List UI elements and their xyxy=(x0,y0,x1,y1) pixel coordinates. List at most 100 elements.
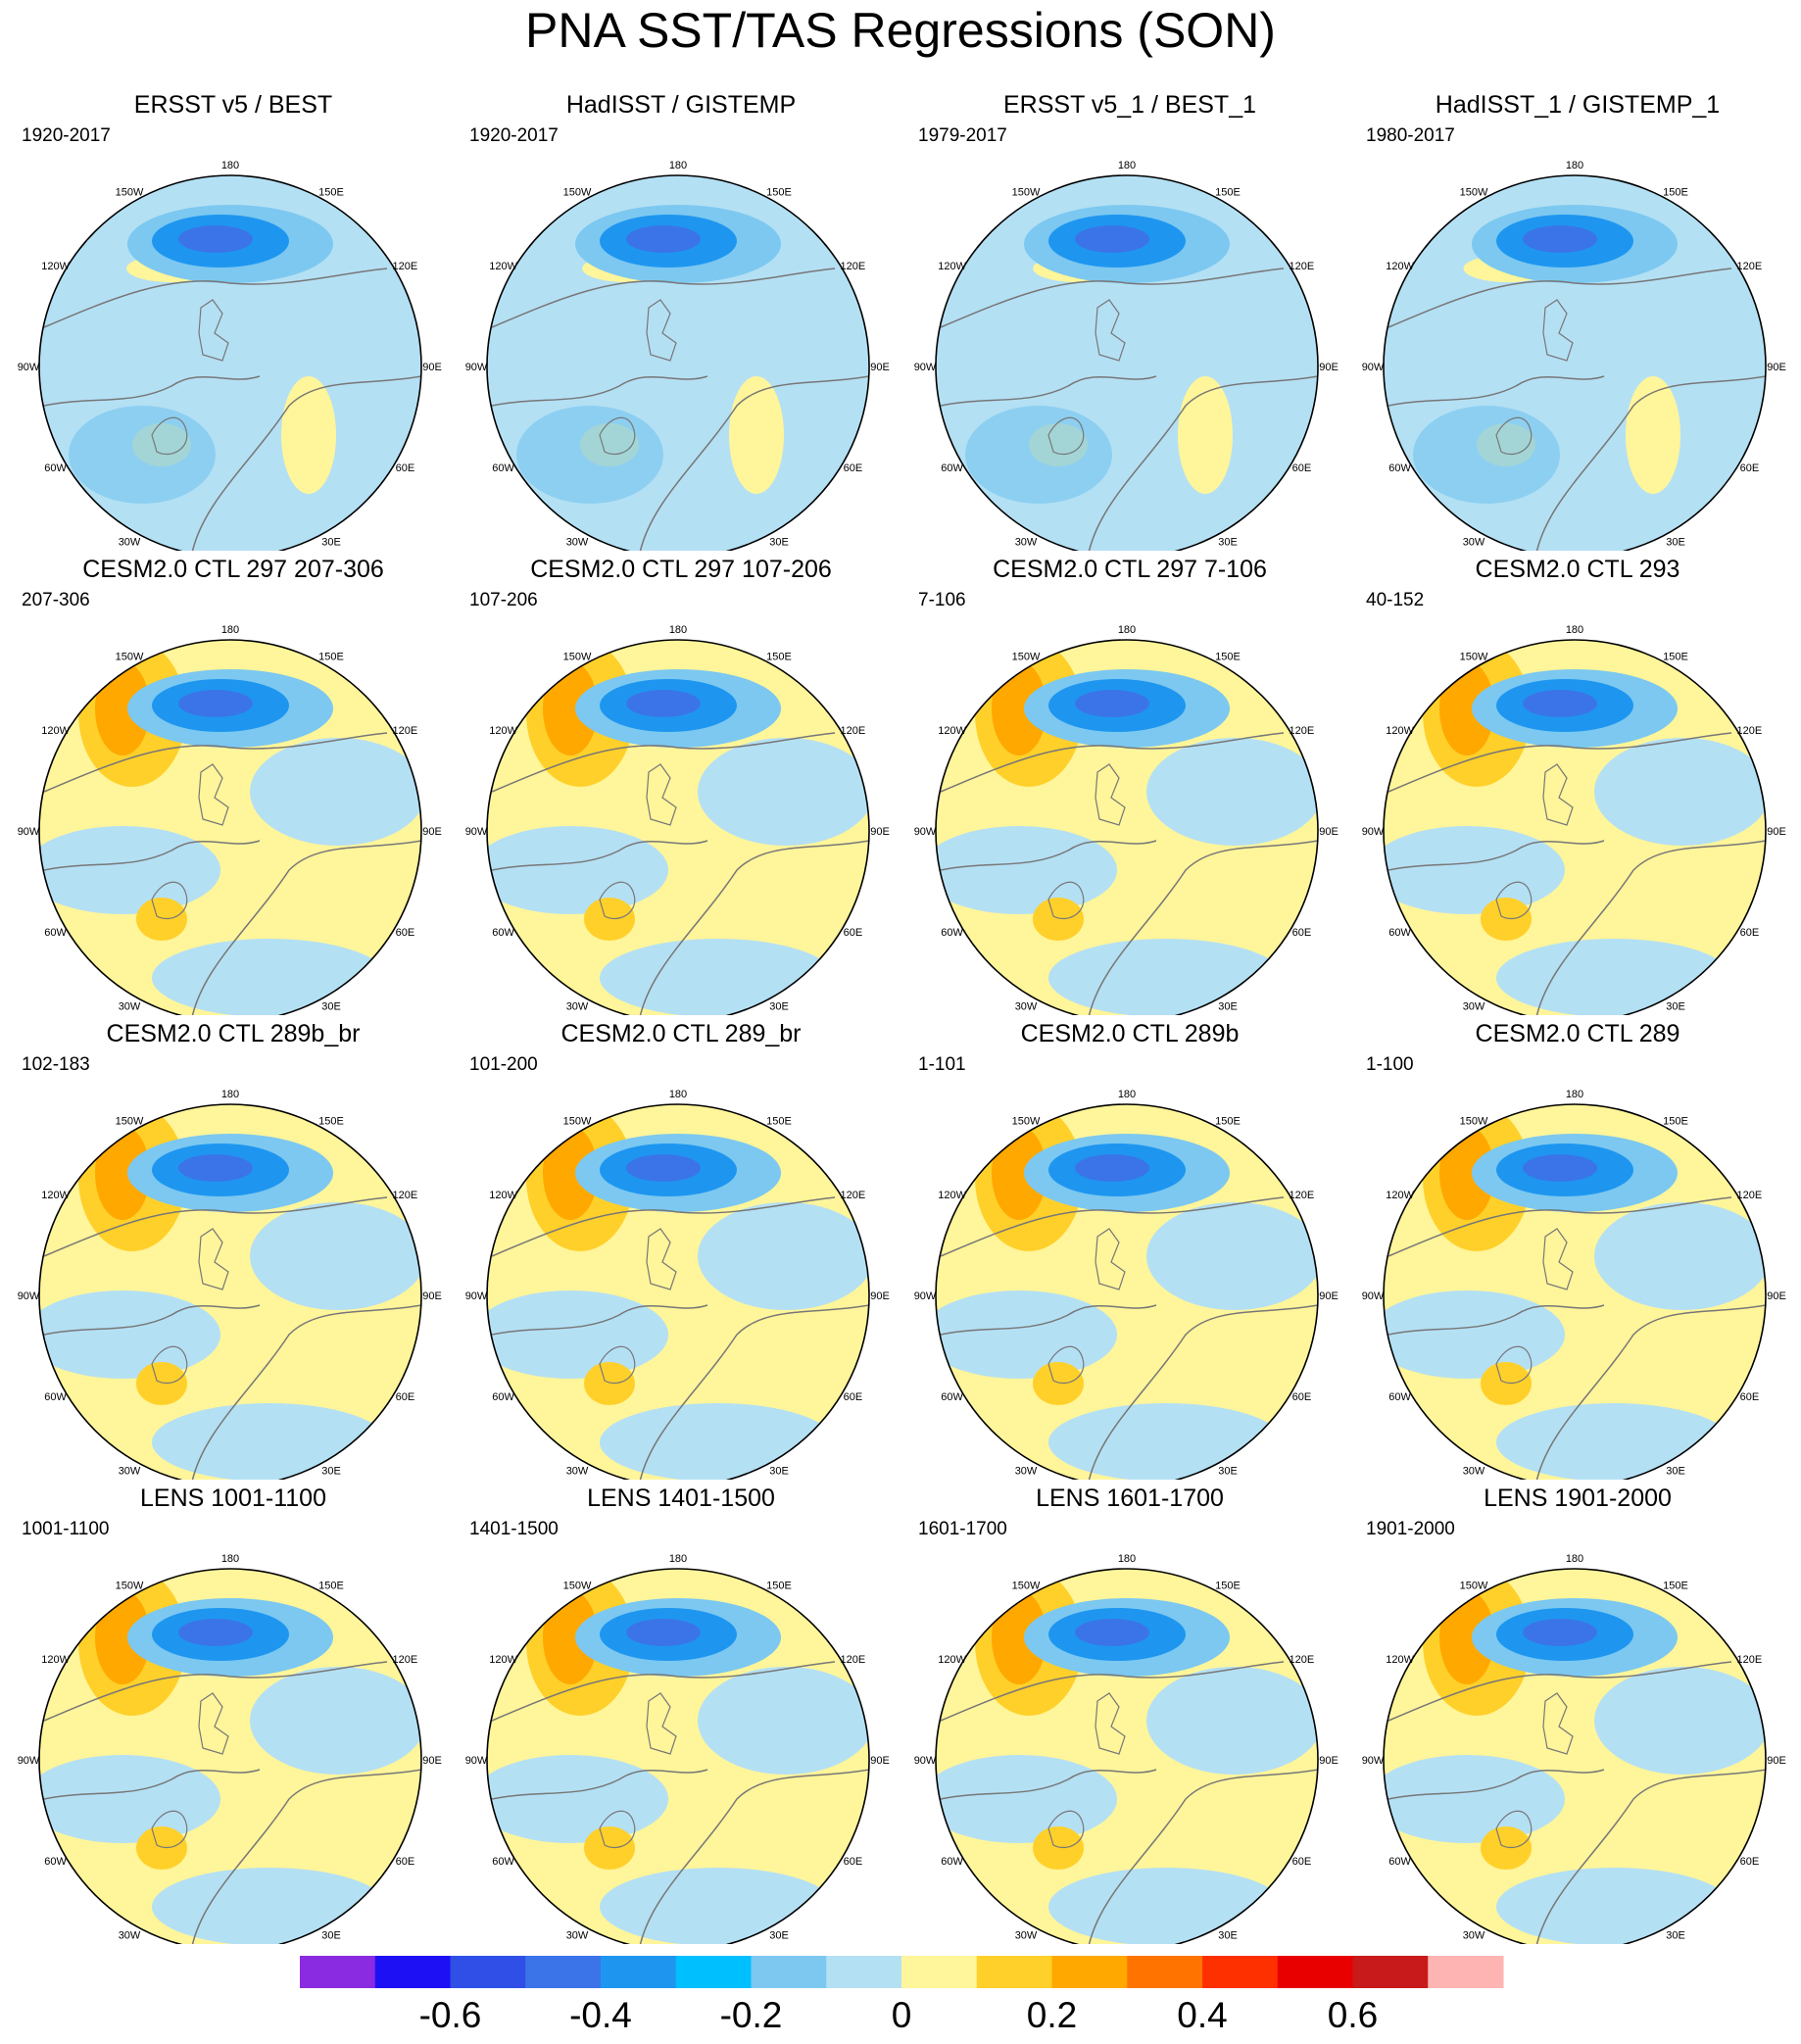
panel-title: HadISST_1 / GISTEMP_1 xyxy=(1435,91,1721,119)
panel-years: 1920-2017 xyxy=(469,125,559,146)
coastline xyxy=(1534,1769,1766,1944)
panel-years: 7-106 xyxy=(918,590,966,610)
map-border xyxy=(486,1568,870,1944)
coastline xyxy=(43,1196,388,1257)
colorbar-swatch xyxy=(901,1956,978,1988)
negative-anomaly xyxy=(626,690,701,717)
coastline xyxy=(198,763,229,826)
map-panel: 180150E120E90E60E30E030W60W90W120W150WLE… xyxy=(18,1484,449,1944)
map-panel: 180150E120E90E60E30E030W60W90W120W150WHa… xyxy=(1362,90,1793,551)
longitude-label: 150W xyxy=(1460,1116,1488,1128)
longitude-label: 90E xyxy=(1319,362,1339,373)
longitude-label: 120W xyxy=(938,261,966,272)
longitude-label: 60E xyxy=(396,927,415,939)
longitude-label: 120W xyxy=(1386,1654,1414,1666)
colorbar-swatch xyxy=(300,1956,376,1988)
longitude-label: 30E xyxy=(321,1465,341,1477)
longitude-label: 60W xyxy=(492,927,514,939)
longitude-label: 120W xyxy=(489,1190,517,1201)
longitude-label: 120E xyxy=(1737,1654,1763,1666)
coastline xyxy=(1095,763,1126,826)
longitude-label: 90E xyxy=(870,1290,890,1302)
negative-anomaly xyxy=(626,1619,701,1646)
longitude-label: 60W xyxy=(941,1856,963,1868)
colorbar-swatch xyxy=(1277,1956,1353,1988)
longitude-label: 30E xyxy=(1218,1929,1238,1941)
positive-anomaly xyxy=(1439,661,1494,755)
panel-years: 40-152 xyxy=(1366,590,1425,610)
longitude-label: 150W xyxy=(116,1116,144,1128)
colorbar-label: 0.4 xyxy=(1177,1995,1227,2035)
longitude-label: 120W xyxy=(938,725,966,737)
negative-anomaly xyxy=(1413,406,1560,504)
longitude-label: 150W xyxy=(1460,1581,1488,1592)
panel-title: LENS 1901-2000 xyxy=(1484,1484,1672,1512)
longitude-label: 30E xyxy=(769,1465,789,1477)
map-border xyxy=(38,1568,422,1944)
coastline xyxy=(190,840,421,1015)
negative-anomaly xyxy=(1523,225,1597,253)
longitude-label: 60W xyxy=(1388,462,1411,474)
coastline xyxy=(599,416,636,456)
longitude-label: 150W xyxy=(1460,652,1488,663)
negative-anomaly xyxy=(698,1667,869,1775)
positive-anomaly xyxy=(584,1826,635,1870)
longitude-label: 180 xyxy=(1118,1553,1136,1565)
negative-anomaly xyxy=(626,1154,701,1182)
longitude-label: 30E xyxy=(1666,1465,1685,1477)
longitude-label: 90W xyxy=(914,362,937,373)
colorbar-swatch xyxy=(1202,1956,1279,1988)
map-border xyxy=(38,174,422,551)
coastline xyxy=(43,268,388,328)
longitude-label: 120E xyxy=(393,725,418,737)
negative-anomaly xyxy=(1146,1667,1318,1775)
longitude-label: 150E xyxy=(1215,652,1241,663)
coastline xyxy=(190,1304,421,1480)
map-panel: 180150E120E90E60E30E030W60W90W120W150WCE… xyxy=(465,1019,897,1480)
longitude-label: 30W xyxy=(1463,1000,1485,1012)
longitude-label: 60E xyxy=(844,462,863,474)
longitude-label: 90W xyxy=(465,362,488,373)
negative-anomaly xyxy=(1594,1667,1766,1775)
longitude-label: 60W xyxy=(492,1391,514,1403)
longitude-label: 60E xyxy=(844,927,863,939)
positive-anomaly xyxy=(729,376,784,494)
longitude-label: 120E xyxy=(1737,261,1763,272)
longitude-label: 60E xyxy=(1740,927,1760,939)
coastline xyxy=(491,732,836,793)
negative-anomaly xyxy=(487,826,668,914)
negative-anomaly xyxy=(698,738,869,846)
longitude-label: 180 xyxy=(1118,160,1136,171)
map-border xyxy=(38,1103,422,1480)
panel-title: HadISST / GISTEMP xyxy=(565,91,797,119)
polar-map: 180150E120E90E60E30E030W60W90W120W150W xyxy=(1362,624,1786,1015)
longitude-label: 30W xyxy=(1463,1465,1485,1477)
negative-anomaly xyxy=(250,1667,421,1775)
panel-years: 1401-1500 xyxy=(469,1519,559,1539)
map-border xyxy=(486,639,870,1015)
longitude-label: 90E xyxy=(1767,1290,1786,1302)
coastline xyxy=(940,1661,1285,1722)
longitude-label: 180 xyxy=(1566,160,1583,171)
panel-title: CESM2.0 CTL 293 xyxy=(1475,556,1680,583)
positive-anomaly xyxy=(1033,1826,1084,1870)
longitude-label: 150E xyxy=(766,1581,792,1592)
longitude-label: 180 xyxy=(221,624,239,636)
longitude-label: 90E xyxy=(422,362,442,373)
longitude-label: 90E xyxy=(1319,1290,1339,1302)
positive-anomaly xyxy=(1439,1590,1494,1684)
coastline xyxy=(940,1769,1157,1800)
longitude-label: 90E xyxy=(422,1755,442,1767)
panel-title: LENS 1001-1100 xyxy=(140,1484,326,1512)
polar-map: 180150E120E90E60E30E030W60W90W120W150W xyxy=(18,624,442,1015)
map-border xyxy=(935,174,1319,551)
panel-years: 1-100 xyxy=(1366,1054,1414,1075)
coastline xyxy=(43,732,388,793)
longitude-label: 120W xyxy=(41,725,70,737)
polar-map: 180150E120E90E60E30E030W60W90W120W150W xyxy=(18,1089,442,1480)
map-panel: 180150E120E90E60E30E030W60W90W120W150WHa… xyxy=(465,90,897,551)
coastline xyxy=(190,375,421,551)
longitude-label: 30W xyxy=(119,536,141,548)
positive-anomaly xyxy=(281,376,336,494)
coastline xyxy=(198,1692,229,1755)
